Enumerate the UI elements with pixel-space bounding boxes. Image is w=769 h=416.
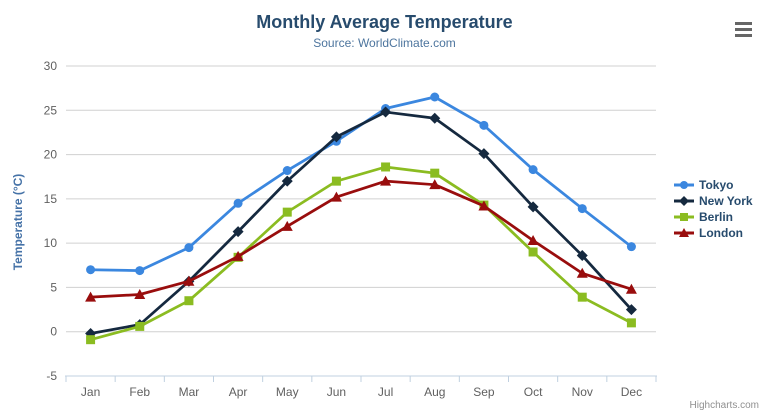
x-axis-tick-label: May (276, 385, 299, 399)
data-point-berlin (626, 318, 636, 328)
diamond-marker-icon (674, 196, 694, 206)
data-point-london (576, 267, 588, 278)
y-axis-tick-label: 25 (44, 103, 58, 117)
series-line-berlin (89, 165, 633, 342)
legend-label: London (699, 226, 743, 240)
data-point-new-york (527, 201, 539, 213)
data-point-tokyo (184, 243, 194, 253)
data-point-berlin (135, 321, 145, 331)
x-axis-tick-label: Dec (621, 385, 642, 399)
data-point-tokyo (430, 92, 440, 102)
square-marker-icon (674, 213, 694, 221)
data-point-tokyo (86, 265, 96, 275)
data-point-tokyo (479, 120, 489, 130)
data-point-london (478, 200, 490, 211)
x-axis-tick-label: Mar (179, 385, 200, 399)
data-point-tokyo (528, 165, 538, 175)
legend-label: Berlin (699, 210, 734, 224)
x-axis-tick-label: Aug (424, 385, 445, 399)
data-point-berlin (381, 162, 391, 172)
chart-title: Monthly Average Temperature (256, 12, 513, 32)
data-point-new-york (429, 112, 441, 124)
legend-item-new-york[interactable]: New York (674, 193, 753, 209)
data-point-berlin (528, 247, 538, 257)
x-axis-tick-label: Jun (327, 385, 346, 399)
data-point-new-york (330, 131, 342, 143)
legend-marker-symbol (679, 228, 689, 237)
y-axis-tick-label: 5 (50, 280, 57, 294)
x-axis-tick-label: Apr (229, 385, 248, 399)
data-point-berlin (331, 176, 341, 186)
data-point-berlin (86, 335, 96, 345)
data-point-london (330, 191, 342, 202)
chart-subtitle: Source: WorldClimate.com (313, 36, 456, 50)
y-axis-tick-label: 0 (50, 325, 57, 339)
legend-item-berlin[interactable]: Berlin (674, 209, 753, 225)
data-point-tokyo (626, 242, 636, 252)
data-point-new-york (380, 106, 392, 118)
data-point-london (625, 283, 637, 294)
export-menu-button[interactable] (731, 20, 755, 40)
y-axis-tick-label: 30 (44, 59, 58, 73)
data-point-london (85, 291, 97, 302)
data-point-tokyo (135, 266, 145, 276)
legend-marker-symbol (680, 213, 688, 221)
x-axis-tick-label: Feb (129, 385, 150, 399)
x-axis-tick-label: Sep (473, 385, 495, 399)
legend-marker-symbol (680, 181, 688, 189)
series-line-london (89, 179, 633, 299)
data-point-new-york (625, 304, 637, 316)
data-point-new-york (232, 226, 244, 238)
legend-label: Tokyo (699, 178, 734, 192)
data-point-tokyo (282, 166, 292, 176)
x-axis-tick-label: Jul (378, 385, 393, 399)
hamburger-menu-icon (734, 22, 752, 37)
data-point-new-york (576, 250, 588, 262)
data-point-london (281, 220, 293, 231)
legend-marker-symbol (679, 196, 689, 206)
data-point-london (429, 179, 441, 190)
circle-marker-icon (674, 181, 694, 189)
data-point-berlin (282, 207, 292, 217)
data-point-london (134, 289, 146, 300)
data-point-berlin (430, 168, 440, 178)
legend-item-tokyo[interactable]: Tokyo (674, 177, 753, 193)
data-point-london (527, 234, 539, 245)
chart-legend: Tokyo New York Berlin London (674, 177, 753, 241)
triangle-marker-icon (674, 228, 694, 237)
x-axis-tick-label: Jan (81, 385, 100, 399)
data-point-new-york (281, 175, 293, 187)
data-point-tokyo (233, 198, 243, 208)
data-point-new-york (478, 148, 490, 160)
y-axis-tick-label: 10 (44, 236, 58, 250)
highcharts-credit-link[interactable]: Highcharts.com (689, 400, 759, 411)
data-point-berlin (577, 292, 587, 302)
legend-label: New York (699, 194, 753, 208)
x-axis-tick-label: Oct (524, 385, 543, 399)
data-point-berlin (184, 296, 194, 306)
y-axis-tick-label: 15 (44, 192, 58, 206)
data-point-london (232, 250, 244, 261)
legend-item-london[interactable]: London (674, 225, 753, 241)
y-axis-tick-label: 20 (44, 148, 58, 162)
x-axis-tick-label: Nov (572, 385, 593, 399)
data-point-london (183, 275, 195, 286)
data-point-tokyo (577, 204, 587, 214)
series-line-new-york (89, 110, 633, 335)
y-axis-tick-label: -5 (46, 369, 57, 383)
data-point-london (380, 175, 392, 186)
